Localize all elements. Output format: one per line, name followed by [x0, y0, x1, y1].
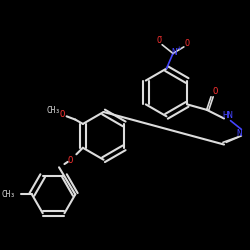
Text: N: N — [172, 48, 177, 57]
Text: CH₃: CH₃ — [47, 106, 60, 116]
Text: O: O — [184, 39, 190, 48]
Text: +: + — [176, 45, 180, 51]
Text: O: O — [156, 36, 162, 45]
Text: CH₃: CH₃ — [1, 190, 15, 199]
Text: -: - — [159, 33, 163, 39]
Text: O: O — [213, 87, 218, 96]
Text: N: N — [236, 129, 242, 138]
Text: O: O — [60, 110, 65, 119]
Text: HN: HN — [222, 111, 233, 120]
Text: O: O — [67, 156, 72, 165]
